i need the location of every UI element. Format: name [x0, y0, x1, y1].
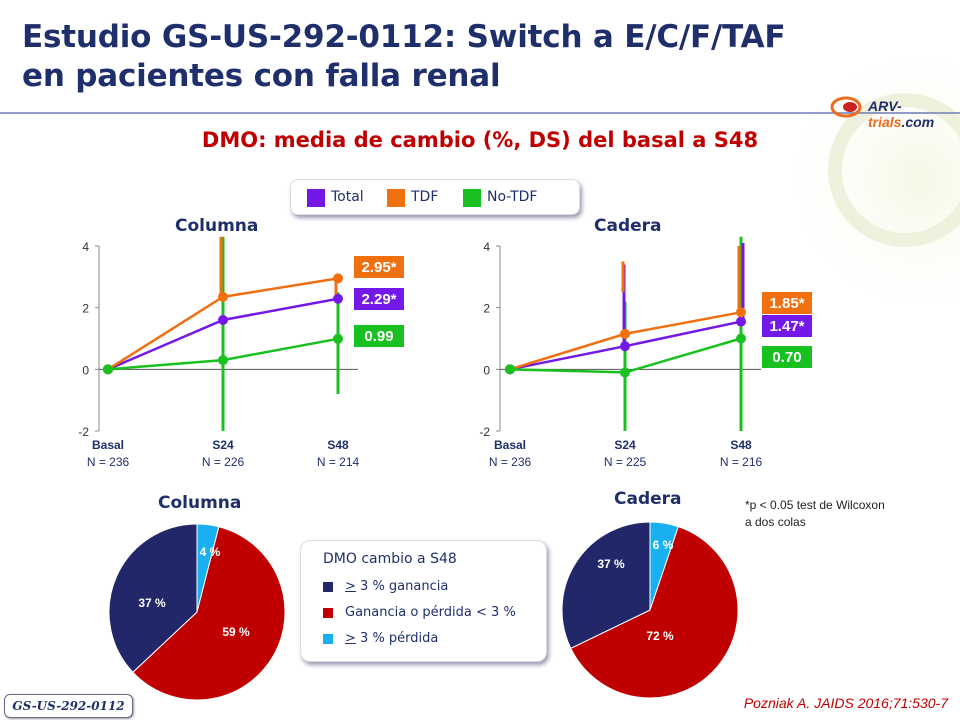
- hip-x-label: S24: [614, 438, 636, 452]
- pie-legend-swatch-gain: [323, 581, 333, 592]
- hip-y-tick-label: 0: [483, 363, 490, 377]
- pie-legend-item-neutral: Ganancia o pérdida < 3 %: [323, 605, 516, 620]
- legend-swatch-total: [307, 189, 325, 207]
- hip-pie-slice-gain: [561, 521, 651, 650]
- hip-n-label: N = 236: [489, 455, 532, 469]
- spine-x-label: Basal: [92, 438, 124, 452]
- spine-x-label: S24: [212, 438, 234, 452]
- series-legend: Total TDF No-TDF: [290, 179, 580, 215]
- hip-x-label: Basal: [494, 438, 526, 452]
- hip-pie-slice-neutral: [570, 526, 739, 699]
- legend-label-tdf: TDF: [411, 189, 439, 205]
- hip-y-tick-label: 4: [483, 240, 490, 254]
- hip-point-total: [505, 364, 515, 375]
- spine-total-value: 2.29*: [354, 288, 404, 310]
- hip-x-label: S48: [730, 438, 752, 452]
- hip-point-tdf: [505, 364, 515, 375]
- hip-line-total: [509, 320, 742, 371]
- legend-swatch-notdf: [463, 189, 481, 207]
- spine-point-total: [333, 293, 343, 304]
- hip-line-notdf: [509, 337, 742, 374]
- spine-pie-slice-label: 4 %: [200, 545, 221, 559]
- hip-point-tdf: [736, 307, 746, 318]
- pie-legend-item-gain: > 3 % ganancia: [323, 579, 448, 594]
- legend-label-total: Total: [331, 189, 364, 205]
- spine-point-tdf: [218, 291, 228, 302]
- logo-text: ARV-trials.com: [868, 98, 935, 130]
- spine-point-total: [103, 364, 113, 375]
- hip-notdf-value: 0.70: [762, 346, 812, 368]
- pie-legend: DMO cambio a S48 > 3 % ganancia Ganancia…: [300, 540, 547, 662]
- spine-notdf-value: 0.99: [354, 325, 404, 347]
- hip-pie-slice-label: 37 %: [597, 557, 625, 571]
- hip-point-notdf: [736, 333, 746, 344]
- hip-line-tdf: [509, 311, 742, 371]
- hip-point-total: [736, 316, 746, 327]
- hip-pie-title: Cadera: [614, 489, 682, 509]
- spine-y-tick-label: -2: [78, 425, 89, 439]
- spine-point-tdf: [333, 273, 343, 284]
- spine-pie-slice-label: 59 %: [222, 625, 250, 639]
- significance-footnote: *p < 0.05 test de Wilcoxon a dos colas: [745, 498, 885, 529]
- pie-legend-swatch-neutral: [323, 607, 333, 618]
- citation: Pozniak A. JAIDS 2016;71:530-7: [743, 695, 948, 711]
- title-line-1: Estudio GS-US-292-0112: Switch a E/C/F/T…: [22, 19, 786, 55]
- hip-pie-slice-loss: [649, 521, 679, 611]
- spine-n-label: N = 214: [317, 455, 360, 469]
- hip-tdf-value: 1.85*: [762, 292, 812, 314]
- spine-pie-slice-neutral: [132, 526, 286, 701]
- page-title: Estudio GS-US-292-0112: Switch a E/C/F/T…: [22, 18, 786, 96]
- spine-point-total: [218, 315, 228, 325]
- spine-line-notdf: [107, 337, 339, 371]
- title-line-2: en pacientes con falla renal: [22, 58, 501, 94]
- hip-pie-slice-label: 72 %: [646, 629, 674, 643]
- spine-x-label: S48: [327, 438, 349, 452]
- spine-chart-title: Columna: [175, 216, 259, 236]
- spine-point-notdf: [218, 355, 228, 366]
- hip-n-label: N = 216: [720, 455, 763, 469]
- spine-n-label: N = 236: [87, 455, 130, 469]
- spine-pie-slice-loss: [196, 523, 220, 613]
- spine-point-notdf: [103, 364, 113, 375]
- spine-point-tdf: [103, 364, 113, 375]
- legend-label-notdf: No-TDF: [487, 189, 538, 205]
- spine-y-tick-label: 2: [82, 302, 89, 316]
- chart-subtitle: DMO: media de cambio (%, DS) del basal a…: [201, 128, 759, 152]
- spine-n-label: N = 226: [202, 455, 245, 469]
- spine-pie-slice-label: 37 %: [138, 596, 166, 610]
- spine-pie-slice-gain: [108, 523, 198, 673]
- spine-y-tick-label: 0: [82, 363, 89, 377]
- hip-point-notdf: [505, 364, 515, 375]
- hip-pie-slice-label: 6 %: [653, 538, 674, 552]
- hip-y-tick-label: -2: [479, 425, 490, 439]
- hip-total-value: 1.47*: [762, 315, 812, 337]
- arv-trials-logo: ARV-trials.com: [830, 94, 955, 130]
- study-tag: GS-US-292-0112: [4, 694, 133, 718]
- spine-line-tdf: [107, 277, 339, 371]
- spine-y-tick-label: 4: [82, 240, 89, 254]
- pie-legend-swatch-loss: [323, 633, 333, 644]
- hip-n-label: N = 225: [604, 455, 647, 469]
- spine-tdf-value: 2.95*: [354, 256, 404, 278]
- hip-point-notdf: [620, 367, 630, 378]
- pie-legend-item-loss: > 3 % pérdida: [323, 631, 438, 646]
- hip-y-tick-label: 2: [483, 302, 490, 316]
- legend-swatch-tdf: [387, 189, 405, 207]
- pie-legend-heading: DMO cambio a S48: [323, 551, 457, 567]
- hip-chart-title: Cadera: [594, 216, 662, 236]
- spine-point-notdf: [333, 333, 343, 344]
- logo-swirl-icon: [830, 96, 862, 118]
- hip-point-total: [620, 341, 630, 352]
- hip-point-tdf: [620, 328, 630, 339]
- spine-pie-title: Columna: [158, 493, 242, 513]
- spine-line-total: [107, 297, 339, 371]
